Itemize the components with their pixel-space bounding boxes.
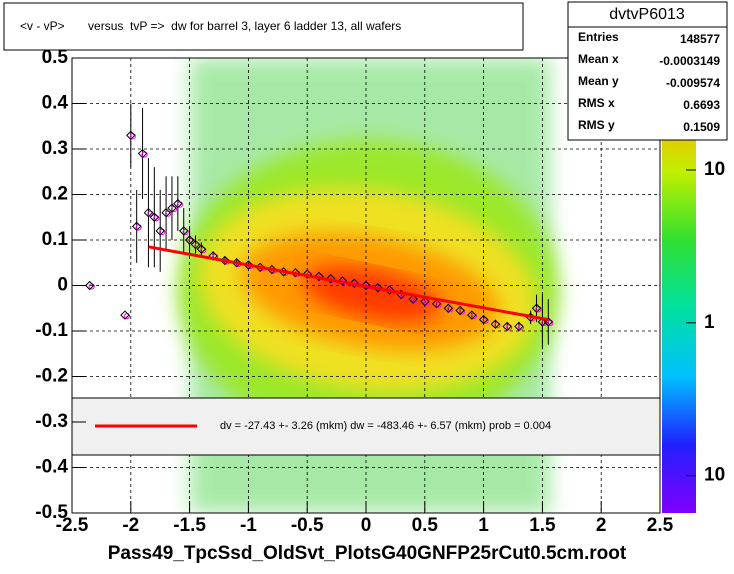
profile-point (190, 239, 201, 250)
profile-point (179, 226, 189, 236)
profile-point (167, 203, 177, 213)
profile-point (455, 305, 465, 316)
x-tick-label: 0.5 (412, 515, 439, 536)
stats-value: -0.0003149 (659, 54, 720, 68)
stats-label: Mean y (578, 74, 619, 88)
x-tick-label: -2.5 (56, 515, 89, 536)
stats-label: Mean x (578, 52, 619, 66)
stats-label: RMS x (578, 96, 615, 110)
profile-point (514, 321, 524, 332)
profile-point (502, 321, 512, 332)
profile-point (373, 283, 383, 293)
profile-point (420, 296, 430, 307)
profile-point (443, 303, 454, 313)
y-tick-label: 0.5 (42, 47, 69, 68)
x-tick-label: 0 (361, 515, 372, 536)
title-box (3, 2, 524, 51)
y-tick-label: 0.3 (42, 138, 68, 159)
profile-point (467, 310, 477, 320)
profile-point (431, 298, 442, 309)
y-tick-label: -0.3 (35, 411, 68, 432)
stats-value: 0.1509 (683, 120, 720, 134)
profile-point (314, 271, 324, 282)
stats-label: RMS y (578, 118, 615, 132)
z-tick-label: 10 (704, 159, 725, 180)
y-tick-label: 0.4 (42, 93, 69, 114)
stats-label: Entries (578, 30, 619, 44)
stats-value: -0.009574 (666, 76, 720, 90)
y-tick-label: -0.2 (35, 366, 68, 387)
z-tick-label: 10 (704, 465, 725, 486)
profile-point (137, 148, 148, 159)
profile-point (490, 319, 501, 329)
y-tick-label: -0.5 (35, 502, 68, 523)
profile-point (161, 207, 171, 218)
x-tick-label: 2 (596, 515, 607, 536)
stats-value: 148577 (680, 32, 720, 46)
profile-point (478, 314, 489, 325)
profile-point (184, 235, 195, 245)
x-tick-label: -2 (122, 515, 139, 536)
profile-point (84, 280, 95, 291)
profile-point (196, 244, 207, 254)
profile-point (326, 273, 336, 284)
profile-point (126, 130, 136, 141)
chart-title: <v - vP> versus tvP => dw for barrel 3, … (20, 19, 401, 33)
y-tick-label: 0.2 (42, 184, 68, 205)
fit-line (148, 245, 549, 322)
profile-point (302, 269, 312, 279)
stats-value: 0.6693 (683, 98, 720, 112)
profile-point (143, 207, 154, 218)
y-tick-label: 0.1 (42, 229, 69, 250)
y-tick-label: -0.1 (35, 320, 68, 341)
y-tick-label: -0.4 (35, 457, 68, 478)
legend-text: dv = -27.43 +- 3.26 (mkm) dw = -483.46 +… (220, 420, 551, 432)
profile-point (408, 294, 418, 304)
x-tick-label: -1.5 (173, 515, 206, 536)
x-tick-label: -0.5 (291, 515, 324, 536)
x-tick-label: -1 (240, 515, 257, 536)
profile-point (155, 226, 165, 236)
profile-point (349, 278, 359, 288)
x-tick-label: 1 (478, 515, 489, 536)
x-tick-label: 2.5 (647, 515, 674, 536)
profile-point (531, 303, 542, 313)
x-axis-label: Pass49_TpcSsd_OldSvt_PlotsG40GNFP25rCut0… (108, 543, 627, 564)
profile-point (131, 221, 142, 232)
profile-point (290, 268, 301, 278)
profile-point (337, 276, 348, 286)
y-tick-label: 0 (57, 275, 68, 296)
stats-box (567, 1, 728, 141)
profile-point (149, 212, 160, 222)
profile-point (120, 310, 130, 320)
z-tick-label: 1 (704, 312, 715, 333)
stats-title: dvtvP6013 (609, 6, 685, 23)
x-tick-label: 1.5 (529, 515, 556, 536)
profile-point (173, 198, 183, 209)
profile-point (361, 280, 371, 291)
